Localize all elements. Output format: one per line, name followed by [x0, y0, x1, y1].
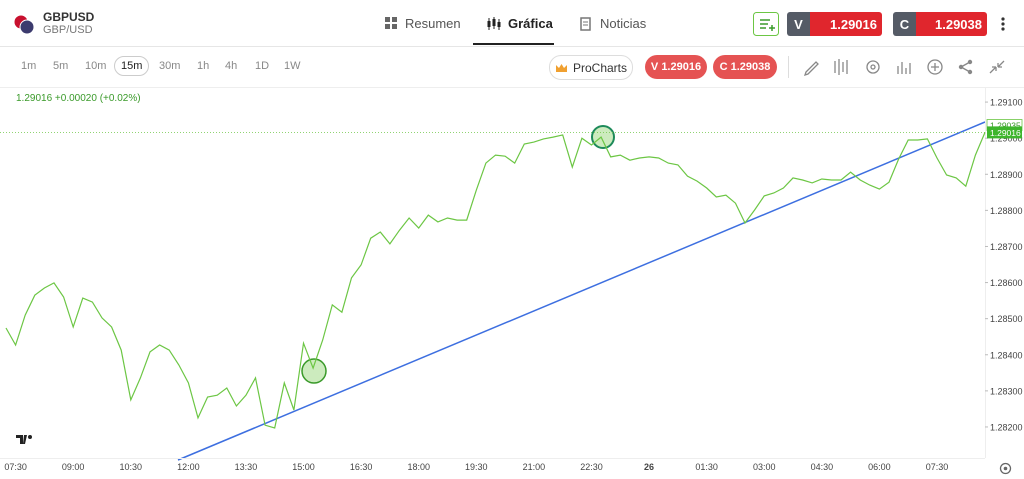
tab-icon — [580, 16, 591, 31]
tab-label: Noticias — [600, 16, 647, 31]
axis-settings[interactable] — [999, 462, 1012, 475]
procharts-button[interactable]: ProCharts — [549, 55, 633, 80]
x-tick-label: 15:00 — [292, 462, 315, 472]
price-line — [5, 132, 986, 429]
symbol: GBPUSD — [43, 10, 95, 24]
x-tick-label: 18:00 — [407, 462, 430, 472]
x-tick-label: 04:30 — [811, 462, 834, 472]
buy-price: 1.29038 — [916, 12, 987, 36]
timeframe[interactable]: 1W — [284, 60, 301, 72]
x-tick-label: 07:30 — [4, 462, 27, 472]
timeframe[interactable]: 30m — [159, 60, 181, 72]
timeframe[interactable]: 10m — [85, 60, 107, 72]
crown-icon — [555, 63, 567, 72]
tradingview-logo — [14, 432, 36, 446]
settings-icon[interactable] — [866, 60, 880, 74]
x-tick-label: 07:30 — [926, 462, 949, 472]
buy-box[interactable]: C 1.29038 — [893, 12, 987, 36]
pair: GBP/USD — [43, 24, 93, 36]
tab[interactable]: Gráfica — [487, 16, 553, 31]
x-tick-label: 03:00 — [753, 462, 776, 472]
buy-button[interactable]: C 1.29038 — [713, 55, 777, 79]
header — [0, 0, 1024, 47]
y-tick-label: 1.28800 — [990, 206, 1023, 216]
y-tick-label: 1.28300 — [990, 386, 1023, 396]
tab-label: Resumen — [405, 16, 461, 31]
procharts-label: ProCharts — [572, 60, 628, 75]
timeframe[interactable]: 1m — [21, 60, 37, 72]
timeframe[interactable]: 5m — [53, 60, 69, 72]
timeframe[interactable]: 4h — [225, 60, 238, 72]
x-tick-label: 06:00 — [868, 462, 891, 472]
y-tick-label: 1.28900 — [990, 170, 1023, 180]
buy-label: C — [893, 12, 916, 36]
x-tick-label: 26 — [644, 462, 654, 472]
tab[interactable]: Noticias — [580, 16, 646, 31]
tab-icon — [385, 17, 397, 29]
y-tick-label: 1.28400 — [990, 350, 1023, 360]
x-tick-label: 10:30 — [120, 462, 143, 472]
ask-price-label: 1.29035 — [990, 121, 1021, 131]
y-tick-label: 1.28600 — [990, 278, 1023, 288]
y-tick-label: 1.28200 — [990, 422, 1023, 432]
tab[interactable]: Resumen — [385, 16, 461, 31]
y-tick-label: 1.29100 — [990, 98, 1023, 108]
x-tick-label: 12:00 — [177, 462, 200, 472]
collapse-icon[interactable] — [989, 60, 1005, 74]
x-tick-label: 16:30 — [350, 462, 373, 472]
sell-label: V — [787, 12, 810, 36]
menu-button[interactable] — [999, 16, 1007, 32]
draw-icon[interactable] — [803, 61, 819, 77]
price-legend: 1.29016 +0.00020 (+0.02%) — [16, 93, 141, 104]
signal-marker — [591, 125, 615, 149]
y-tick-label: 1.28500 — [990, 314, 1023, 324]
last-price-label: 1.29016 — [990, 128, 1021, 138]
watchlist-button[interactable] — [753, 12, 779, 36]
timeframe[interactable]: 1D — [255, 60, 270, 72]
y-tick-label: 1.29000 — [990, 134, 1023, 144]
tab-icon — [487, 16, 501, 30]
tab-label: Gráfica — [508, 16, 553, 31]
add-icon[interactable] — [927, 59, 943, 75]
sell-button[interactable]: V 1.29016 — [645, 55, 707, 79]
sell-box[interactable]: V 1.29016 — [787, 12, 882, 36]
x-tick-label: 22:30 — [580, 462, 603, 472]
x-tick-label: 01:30 — [695, 462, 718, 472]
y-tick-label: 1.28700 — [990, 242, 1023, 252]
chart-type-icon[interactable] — [897, 62, 911, 74]
flag-icon — [13, 14, 35, 35]
active-tab-indicator — [473, 43, 554, 45]
sell-price: 1.29016 — [810, 12, 882, 36]
timeframe[interactable]: 15m — [114, 56, 150, 76]
trend-line — [177, 121, 986, 461]
separator — [788, 56, 789, 78]
signal-marker — [301, 358, 327, 384]
last-price-box — [987, 126, 1022, 139]
timeframe[interactable]: 1h — [197, 60, 210, 72]
chart-tools — [803, 59, 1005, 77]
x-tick-label: 09:00 — [62, 462, 85, 472]
indicators-icon[interactable] — [834, 59, 848, 75]
x-tick-label: 19:30 — [465, 462, 488, 472]
x-tick-label: 21:00 — [523, 462, 546, 472]
x-tick-label: 13:30 — [235, 462, 258, 472]
